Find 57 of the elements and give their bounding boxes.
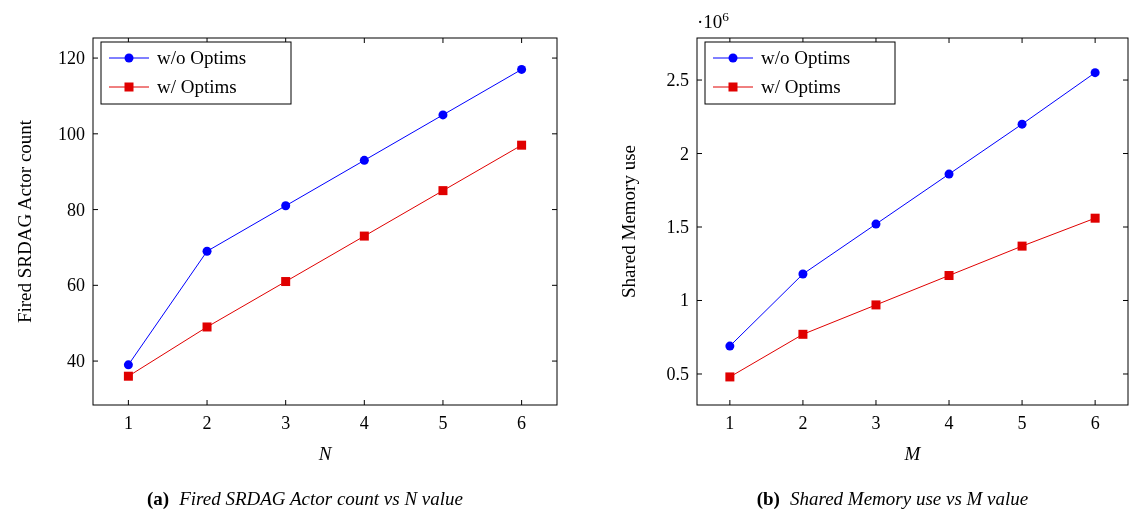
point — [123, 371, 133, 381]
y-tick-label: 0.5 — [666, 363, 689, 384]
point — [359, 231, 369, 241]
legend-label: w/ Optims — [761, 76, 841, 97]
text: (a) Fired SRDAG Actor count vs N value — [146, 488, 464, 510]
x-tick-label: 6 — [1090, 413, 1100, 433]
text: ·10$^{6}$ — [697, 8, 730, 32]
y-tick-label: 40 — [67, 351, 85, 372]
point — [944, 271, 954, 281]
point — [438, 186, 448, 196]
point — [725, 341, 735, 351]
y-tick-label: 120 — [58, 48, 85, 69]
x-tick-label: 1 — [123, 413, 133, 433]
text: (b) Shared Memory use vs M value — [756, 488, 1029, 510]
x-tick-label: 1 — [725, 413, 735, 433]
legend-label: w/o Optims — [157, 47, 247, 68]
x-tick-label: 2 — [798, 413, 808, 433]
point — [725, 372, 735, 382]
x-tick-label: 3 — [281, 413, 291, 433]
y-tick-label: 60 — [67, 275, 85, 296]
point — [871, 300, 881, 310]
point — [202, 246, 212, 256]
point — [798, 329, 808, 339]
y-tick-label: 1.5 — [666, 217, 689, 238]
point — [1090, 213, 1100, 223]
y-tick-label: 1 — [680, 290, 689, 311]
point — [1090, 68, 1100, 78]
y-axis-title: Shared Memory use — [618, 144, 639, 299]
x-tick-label: 5 — [1017, 413, 1027, 433]
x-axis-title: M — [903, 443, 922, 464]
x-tick-label: 4 — [359, 413, 369, 433]
x-tick-label: 2 — [202, 413, 212, 433]
point — [123, 360, 133, 370]
y-tick-label: 100 — [58, 123, 85, 144]
x-axis-title: N — [317, 443, 333, 464]
point — [281, 277, 291, 287]
point — [1017, 241, 1027, 251]
point — [359, 155, 369, 165]
point — [944, 169, 954, 179]
x-tick-label: 4 — [944, 413, 954, 433]
legend-label: w/o Optims — [761, 47, 851, 68]
x-tick-label: 3 — [871, 413, 881, 433]
point — [1017, 119, 1027, 129]
point — [517, 64, 527, 74]
y-tick-label: 80 — [67, 199, 85, 220]
point — [871, 219, 881, 229]
point — [202, 322, 212, 332]
y-axis-title: Fired SRDAG Actor count — [14, 119, 35, 324]
point — [281, 201, 291, 211]
x-tick-label: 6 — [517, 413, 527, 433]
y-tick-label: 2 — [680, 143, 689, 164]
point — [438, 110, 448, 120]
point — [517, 140, 527, 150]
y-tick-label: 2.5 — [666, 70, 689, 91]
legend-label: w/ Optims — [157, 76, 237, 97]
point — [798, 269, 808, 279]
x-tick-label: 5 — [438, 413, 448, 433]
